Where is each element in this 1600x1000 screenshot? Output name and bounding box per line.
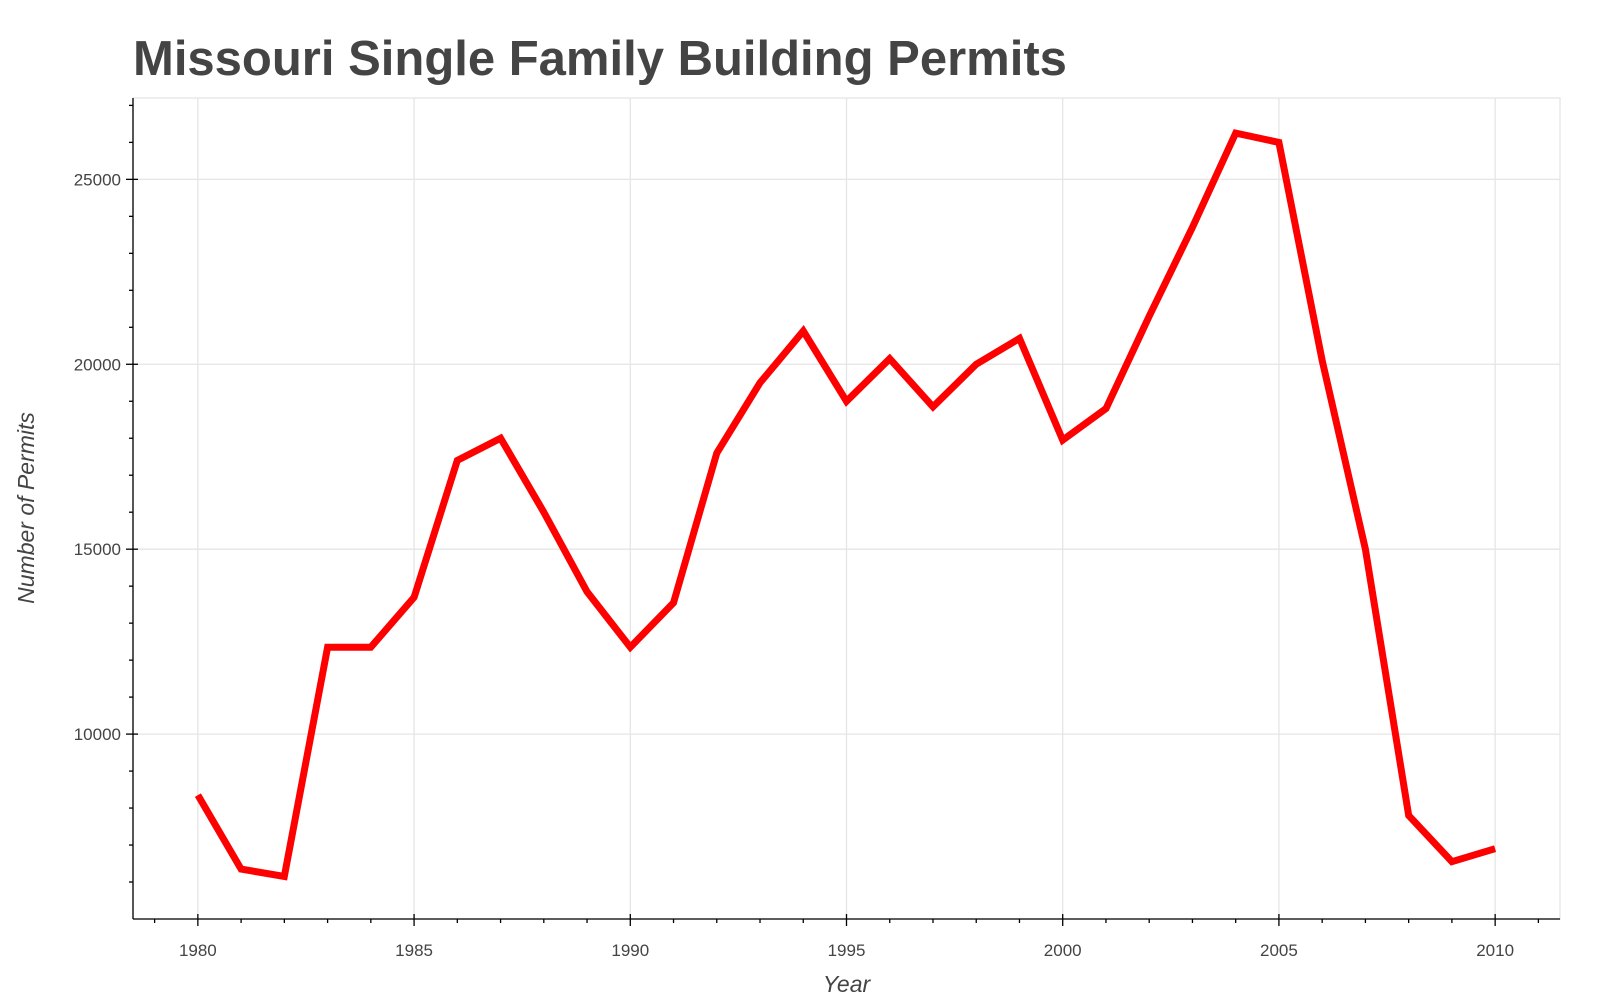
y-tick-label: 20000: [74, 355, 121, 374]
series-layer: [194, 129, 1497, 881]
series-line: [194, 129, 1497, 881]
y-tick-label: 10000: [74, 725, 121, 744]
x-tick-label: 1990: [611, 941, 649, 960]
y-axis-ticks: 10000 15000 20000 25000: [74, 104, 138, 883]
x-axis-label: Year: [823, 971, 872, 997]
x-tick-label: 1995: [828, 941, 866, 960]
y-tick-label: 25000: [74, 170, 121, 189]
x-axis-ticks: 1980 1985 1990 1995 2000 2005 2010: [153, 914, 1540, 960]
grid: [133, 98, 1560, 919]
y-tick-label: 15000: [74, 540, 121, 559]
chart-title: Missouri Single Family Building Permits: [133, 32, 1067, 86]
x-tick-label: 2010: [1476, 941, 1514, 960]
x-tick-label: 2000: [1044, 941, 1082, 960]
x-tick-label: 1980: [179, 941, 217, 960]
x-tick-label: 1985: [395, 941, 433, 960]
x-tick-label: 2005: [1260, 941, 1298, 960]
y-axis-label: Number of Permits: [13, 412, 39, 604]
